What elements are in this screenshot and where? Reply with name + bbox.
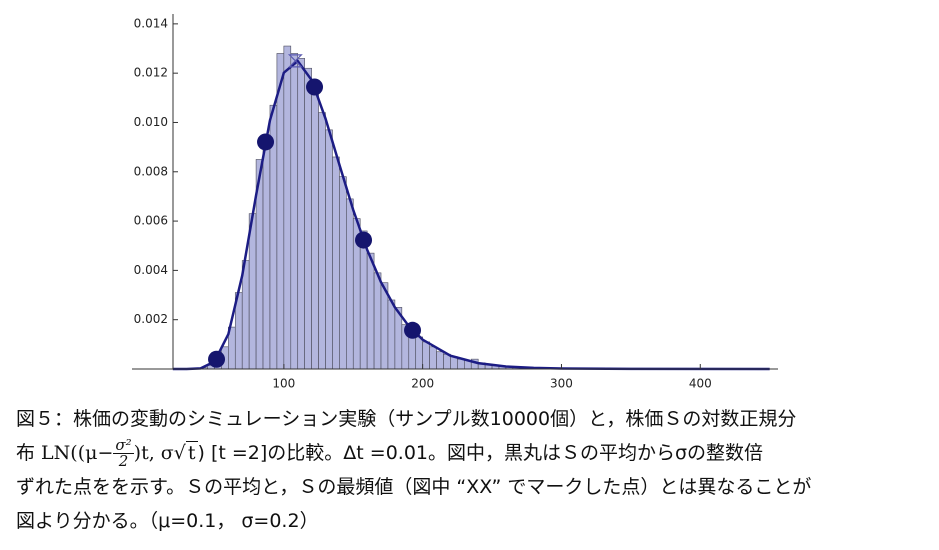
mean-sigma-point (257, 133, 275, 151)
bar (422, 341, 430, 370)
density-curve (172, 59, 770, 371)
x-tick-label: 300 (550, 377, 573, 391)
x-tick-label: 100 (272, 377, 295, 391)
bar (283, 45, 292, 370)
caption: 図５：株価の変動のシミュレーション実験（サンプル数10000個）と，株価Ｓの対数… (16, 402, 931, 538)
chart: 0.002 0.004 0.006 0.008 0.010 0.012 0.014 100 20… (132, 14, 778, 391)
mean-sigma-point (208, 350, 226, 368)
y-tick-label: 0.008 (134, 164, 168, 178)
caption-text: ずれた点をを示す。Ｓの平均と，Ｓの最頻値（図中 “XX” でマークした点）とは異… (16, 476, 812, 498)
bar (387, 299, 396, 370)
bar (380, 282, 389, 370)
caption-text: ) [t =2]の比較。Δt =0.01。図中，黒丸はＳの平均からσの整数倍 (197, 442, 764, 464)
fraction: σ² 2 (113, 436, 134, 470)
bar (457, 358, 465, 370)
bar (241, 260, 250, 370)
y-tick-label: 0.012 (134, 66, 168, 80)
bar (248, 213, 257, 370)
bar (276, 53, 285, 370)
caption-text: 図５：株価の変動のシミュレーション実験（サンプル数10000個）と，株価Ｓの対数… (16, 408, 797, 430)
bar (290, 53, 299, 370)
bar (373, 272, 382, 370)
caption-line: 図より分かる。（μ=0.1， σ=0.2） (16, 504, 931, 538)
bar (436, 351, 444, 370)
x-tick-label: 400 (689, 377, 712, 391)
mean-sigma-point (306, 78, 324, 96)
bar (262, 139, 271, 370)
bar (318, 112, 326, 370)
bar (297, 58, 305, 370)
bar (415, 336, 423, 370)
fraction-numerator: σ² (113, 436, 134, 454)
x-tick-label: 200 (411, 377, 434, 391)
sqrt-argument: t (185, 441, 198, 464)
y-tick-label: 0.002 (134, 312, 168, 326)
bar (332, 156, 340, 370)
y-tick-label: 0.006 (134, 214, 168, 228)
caption-line: 布 LN((μ− σ² 2)t, σ√ t) [t =2]の比較。Δt =0.01。図… (16, 436, 764, 470)
caption-line: ずれた点をを示す。Ｓの平均と，Ｓの最頻値（図中 “XX” でマークした点）とは異… (16, 470, 931, 504)
caption-text: 布 LN((μ− (16, 442, 114, 464)
mean-sigma-point (404, 321, 422, 339)
bar (339, 176, 347, 370)
bar (429, 346, 437, 370)
mean-sigma-point (355, 231, 373, 249)
bar (346, 198, 354, 370)
mode-marker (287, 54, 303, 68)
bar (359, 230, 368, 370)
bar (325, 129, 333, 370)
y-tick-label: 0.004 (134, 263, 168, 277)
bar (304, 67, 312, 370)
caption-text: )t, σ (133, 442, 174, 464)
caption-line: 図５：株価の変動のシミュレーション実験（サンプル数10000個）と，株価Ｓの対数… (16, 402, 931, 436)
y-tick-label: 0.014 (134, 16, 168, 30)
bar (311, 90, 319, 370)
bar (366, 252, 375, 370)
fraction-denominator: 2 (118, 452, 129, 470)
caption-text: 図より分かる。（μ=0.1， σ=0.2） (16, 510, 319, 532)
y-tick-label: 0.010 (134, 115, 168, 129)
